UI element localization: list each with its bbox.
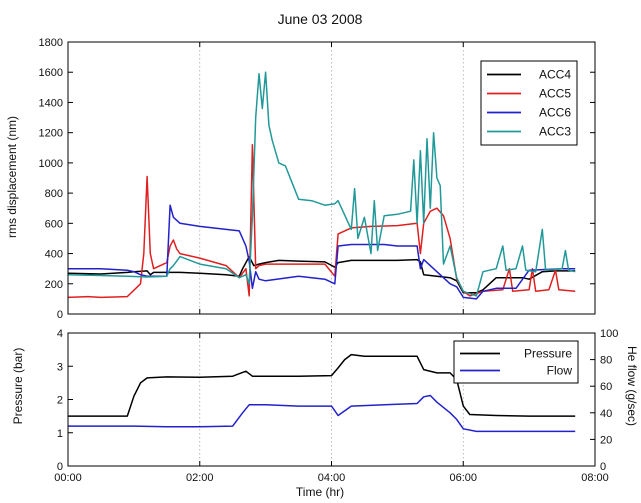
series-line-pressure — [68, 353, 576, 417]
bottom-chart-ylabel-left: Pressure (bar) — [11, 348, 25, 425]
bottom-chart-axes: 00:00 02:00 04:00 06:00 08:00012340204060801… — [54, 328, 618, 484]
bottom-chart-series — [68, 353, 576, 433]
top-y-tick-label: 1400 — [39, 97, 63, 109]
legend-label-acc4: ACC4 — [539, 68, 571, 82]
top-y-tick-label: 400 — [45, 249, 63, 261]
bottom-chart: 00:00 02:00 04:00 06:00 08:00012340204060801… — [54, 328, 618, 484]
bottom-chart-ylabel-right: He flow (g/sec) — [625, 346, 639, 426]
top-chart-title: June 03 2008 — [278, 11, 363, 27]
top-y-tick-label: 1600 — [39, 67, 63, 79]
legend-label-acc5: ACC5 — [539, 87, 571, 101]
top-y-tick-label: 600 — [45, 218, 63, 230]
bot-y-right-tick-label: 60 — [600, 381, 612, 393]
bottom-chart-xlabel: Time (hr) — [296, 485, 344, 499]
bot-y-right-tick-label: 80 — [600, 355, 612, 367]
bot-y-tick-label: 0 — [57, 461, 63, 473]
bot-x-tick-label: 06:00 — [449, 472, 477, 484]
bot-x-tick-label: 02:00 — [186, 472, 214, 484]
bot-x-tick-label: 00:00 — [54, 472, 82, 484]
bottom-chart-legend: Pressure Flow — [453, 340, 579, 384]
bot-legend-box — [453, 340, 579, 384]
bot-y-tick-label: 1 — [57, 428, 63, 440]
top-chart-gridlines — [199, 42, 464, 314]
top-y-tick-label: 0 — [57, 309, 63, 321]
series-line-flow — [68, 394, 576, 433]
bot-x-tick-label: 04:00 — [318, 472, 346, 484]
top-y-tick-label: 1000 — [39, 158, 63, 170]
bot-x-tick-label: 08:00 — [581, 472, 609, 484]
series-line-acc6 — [68, 204, 576, 300]
series-line-acc4 — [67, 255, 576, 294]
top-y-tick-label: 1800 — [39, 37, 63, 49]
bot-y-tick-label: 3 — [57, 361, 63, 373]
legend-label-acc3: ACC3 — [539, 125, 571, 139]
series-line-acc5 — [67, 144, 576, 299]
series-line-acc3 — [67, 71, 576, 297]
top-chart-series — [67, 71, 576, 300]
top-y-tick-label: 1200 — [39, 128, 63, 140]
legend-label-pressure: Pressure — [524, 347, 572, 361]
bot-y-right-tick-label: 40 — [600, 408, 612, 420]
top-y-tick-label: 800 — [45, 188, 63, 200]
top-chart-ylabel: rms displacement (nm) — [5, 116, 19, 238]
bot-y-tick-label: 2 — [57, 395, 63, 407]
bot-y-right-tick-label: 20 — [600, 434, 612, 446]
bot-y-right-tick-label: 100 — [600, 328, 618, 340]
top-chart-legend: ACC4 ACC5 ACC6 ACC3 — [480, 60, 578, 146]
top-chart-axes: 0 200 400 600 800 1000 1200 1400 1600 1800 — [39, 37, 596, 321]
bot-y-tick-label: 4 — [57, 328, 63, 340]
top-y-tick-label: 200 — [45, 279, 63, 291]
bottom-chart-gridlines — [199, 333, 464, 466]
legend-label-flow: Flow — [547, 364, 573, 378]
bot-y-right-tick-label: 0 — [600, 461, 606, 473]
legend-label-acc6: ACC6 — [539, 106, 571, 120]
